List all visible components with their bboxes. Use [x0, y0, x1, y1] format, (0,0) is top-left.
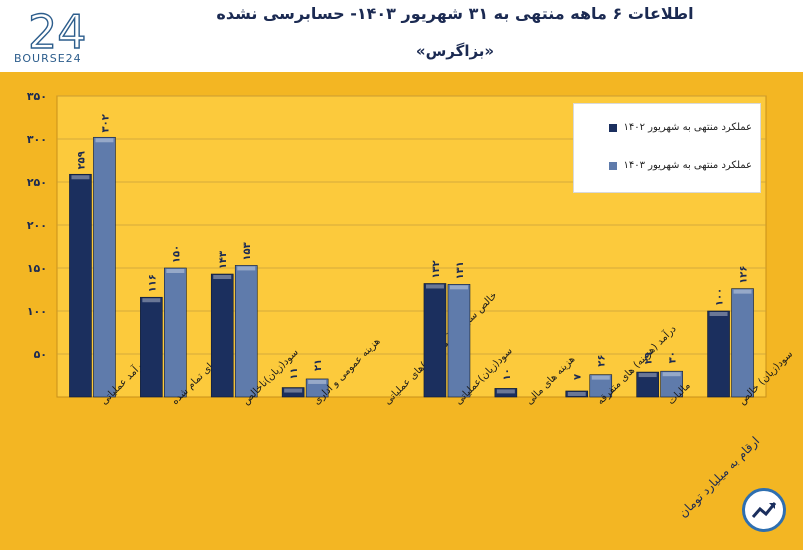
bar-highlight: [284, 388, 303, 393]
bar-highlight: [496, 389, 515, 394]
bar-highlight: [308, 379, 327, 384]
bar-highlight: [213, 275, 232, 280]
data-label: ۱۵۰: [171, 245, 182, 263]
bar-1402: [707, 310, 730, 398]
bar-1402: [423, 283, 447, 398]
bar-1402: [565, 390, 589, 398]
page-title: اطلاعات ۶ ماهه منتهی به ۳۱ شهریور ۱۴۰۳- …: [216, 4, 694, 23]
company-name: «بزاگرس»: [415, 42, 495, 60]
data-label: ۱۳۲: [431, 260, 442, 278]
legend-item-1403: عملکرد منتهی به شهریور ۱۴۰۳: [609, 160, 752, 171]
data-label: ۲۱: [313, 359, 324, 371]
data-label: ۱۰: [502, 368, 513, 380]
data-label: ۱۲۶: [739, 265, 750, 283]
trend-badge-icon: [742, 488, 786, 532]
bar-1403: [164, 267, 187, 398]
bar-highlight: [591, 375, 610, 380]
bar-1402: [281, 387, 305, 398]
bar-highlight: [71, 175, 90, 180]
data-label: ۱۴۳: [218, 251, 229, 269]
bar-1403: [660, 370, 683, 398]
data-label: ۲۶: [597, 355, 608, 367]
y-tick-label: ۲۰۰: [27, 219, 47, 232]
bar-1402: [140, 296, 163, 398]
legend-swatch-1403: [609, 161, 618, 170]
bar-highlight: [709, 312, 728, 316]
y-tick-label: ۳۰۰: [27, 133, 47, 146]
bar-1403: [589, 374, 613, 398]
bar-1402: [494, 388, 518, 398]
y-tick-label: ۵۰: [34, 348, 47, 361]
bar-highlight: [237, 266, 256, 271]
bar-highlight: [638, 373, 657, 378]
bar-1402: [210, 273, 234, 398]
data-label: ۱۱: [289, 367, 300, 379]
bar-highlight: [166, 269, 185, 273]
legend-swatch-1402: [609, 123, 618, 132]
bar-1403: [305, 378, 329, 398]
legend: عملکرد منتهی به شهریور ۱۴۰۲ عملکرد منتهی…: [573, 103, 761, 193]
bar-highlight: [733, 289, 752, 294]
legend-label-1403: عملکرد منتهی به شهریور ۱۴۰۳: [623, 160, 752, 171]
data-label: ۱۵۳: [242, 242, 253, 260]
bar-1402: [69, 173, 92, 398]
bar-highlight: [142, 298, 161, 303]
bar-1402: [636, 371, 659, 398]
data-label: ۳۰: [668, 351, 679, 363]
bar-1403: [234, 265, 258, 398]
data-label: ۳۰۲: [100, 114, 111, 132]
y-tick-label: ۱۵۰: [27, 262, 47, 275]
y-tick-label: ۳۵۰: [27, 90, 47, 103]
legend-label-1402: عملکرد منتهی به شهریور ۱۴۰۲: [623, 122, 752, 133]
y-tick-label: ۱۰۰: [27, 305, 47, 318]
logo-mark: 24: [28, 5, 87, 59]
bar-highlight: [449, 285, 468, 290]
bourse24-logo: 24: [8, 0, 108, 70]
bar-highlight: [662, 372, 681, 377]
bar-1403: [93, 136, 116, 398]
data-label: ۷: [573, 374, 584, 380]
data-label: ۲۵۹: [76, 151, 87, 169]
bar-1403: [731, 288, 754, 398]
bar-1403: [447, 284, 471, 398]
bar-highlight: [425, 284, 444, 289]
logo-text: BOURSE24: [14, 52, 82, 65]
data-label: ۱۰۰: [715, 288, 726, 306]
data-label: ۱۳۱: [455, 261, 466, 279]
legend-item-1402: عملکرد منتهی به شهریور ۱۴۰۲: [609, 122, 752, 133]
data-label: ۱۱۶: [147, 274, 158, 292]
bar-highlight: [567, 391, 586, 396]
data-label: ۲۹: [644, 352, 655, 364]
bar-highlight: [95, 138, 114, 143]
y-tick-label: ۲۵۰: [27, 176, 47, 189]
